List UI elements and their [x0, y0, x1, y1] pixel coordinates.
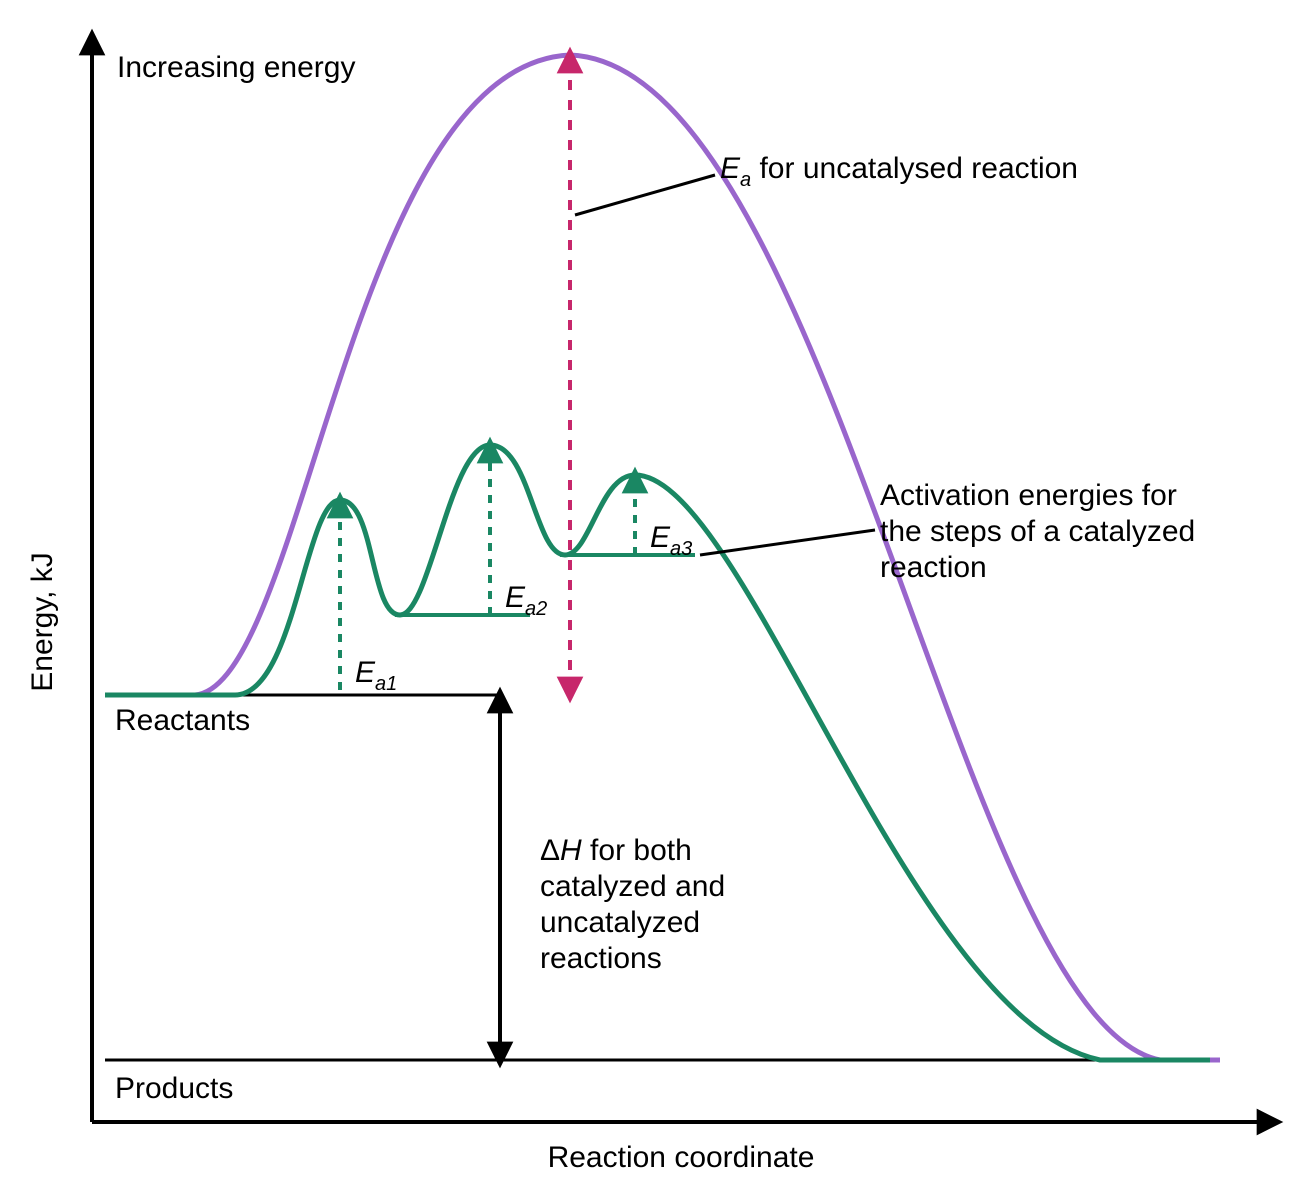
x-axis-label: Reaction coordinate	[548, 1141, 815, 1174]
delta-h-annotation: ΔH for bothcatalyzed anduncatalyzedreact…	[540, 834, 725, 975]
energy-diagram: Increasing energy Energy, kJ Reaction co…	[0, 0, 1300, 1179]
pointer-catalysed	[700, 530, 875, 555]
reactants-label: Reactants	[115, 704, 250, 737]
axes	[92, 42, 1270, 1122]
catalysed-annotation: Activation energies forthe steps of a ca…	[880, 479, 1195, 584]
y-axis-title: Increasing energy	[117, 51, 355, 84]
y-axis-label: Energy, kJ	[26, 552, 59, 692]
products-label: Products	[115, 1072, 233, 1105]
ea1-label: Ea1	[355, 656, 397, 695]
pointer-uncatalysed	[575, 175, 715, 215]
uncatalysed-annotation: Ea for uncatalysed reaction	[720, 152, 1078, 191]
diagram-svg: Increasing energy Energy, kJ Reaction co…	[0, 0, 1300, 1179]
